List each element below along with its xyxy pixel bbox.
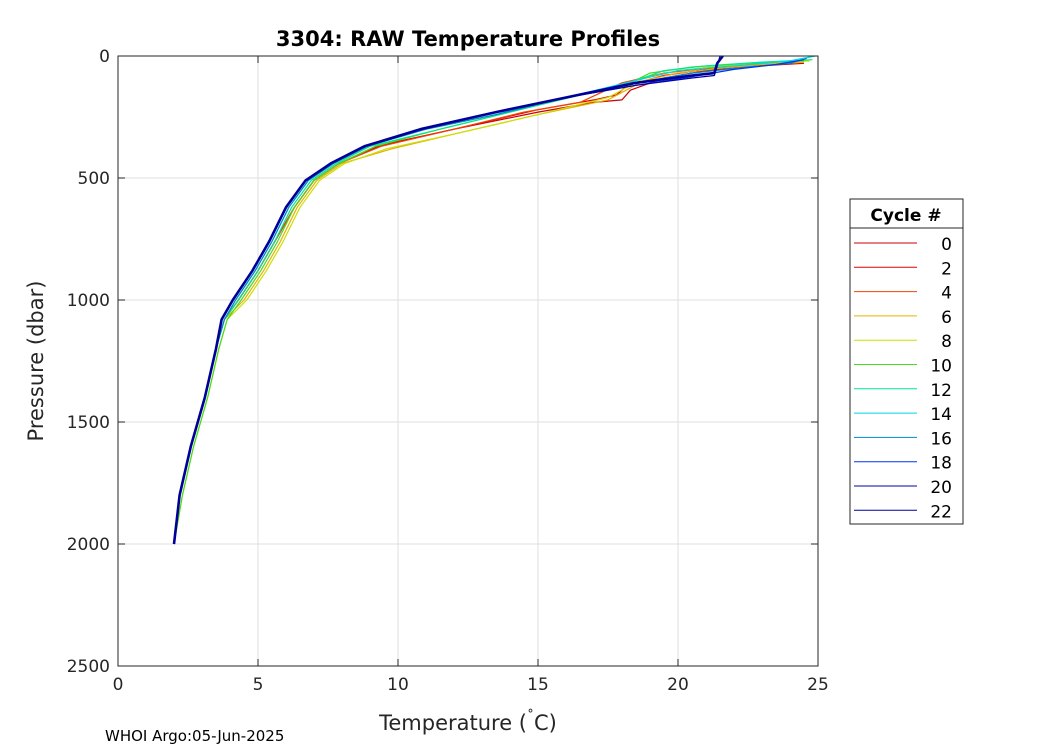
- series-line-cycle-6: [173, 61, 805, 545]
- y-tick-label: 500: [78, 169, 110, 189]
- series-line-cycle-16: [173, 57, 807, 545]
- legend-label: 14: [930, 405, 952, 425]
- legend-title: Cycle #: [870, 206, 941, 226]
- legend-label: 16: [930, 429, 952, 449]
- legend-label: 18: [930, 454, 952, 474]
- legend-label: 2: [941, 259, 952, 279]
- x-tick-label: 10: [387, 675, 409, 695]
- grid: [117, 55, 819, 667]
- x-tick-label: 15: [527, 675, 549, 695]
- legend-label: 8: [941, 332, 952, 352]
- x-tick-label: 25: [807, 675, 829, 695]
- x-tick-label: 5: [253, 675, 264, 695]
- y-axis-label: Pressure (dbar): [24, 281, 48, 442]
- legend: Cycle # 0 2 4 6 8 10 12 14 16 18 20 22: [849, 198, 964, 525]
- y-tick-label: 1500: [67, 413, 110, 433]
- legend-label: 10: [930, 357, 952, 377]
- y-tick-label: 0: [99, 47, 110, 67]
- legend-label: 22: [930, 502, 952, 522]
- series-line-cycle-22: [172, 55, 724, 545]
- y-tick-label: 2000: [67, 535, 110, 555]
- legend-label: 4: [941, 284, 952, 304]
- plot-area: [117, 55, 819, 667]
- series-line-cycle-18: [173, 59, 805, 545]
- series-line-cycle-8: [173, 60, 810, 545]
- legend-label: 6: [941, 308, 952, 328]
- legend-label: 12: [930, 381, 952, 401]
- y-tick-label: 1000: [67, 291, 110, 311]
- series-line-cycle-10: [173, 60, 805, 545]
- x-axis-label: Temperature (˚C): [378, 708, 557, 735]
- chart-title: 3304: RAW Temperature Profiles: [276, 27, 660, 51]
- legend-label: 0: [941, 235, 952, 255]
- series-line-cycle-4: [173, 61, 791, 545]
- x-tick-label: 20: [667, 675, 689, 695]
- series-line-cycle-0: [173, 62, 805, 545]
- profile-lines: [172, 55, 816, 545]
- series-line-cycle-2: [173, 62, 791, 545]
- legend-items: 0 2 4 6 8 10 12 14 16 18 20 22: [854, 235, 952, 522]
- legend-label: 20: [930, 478, 952, 498]
- x-tick-label: 0: [113, 675, 124, 695]
- series-line-cycle-12: [173, 59, 813, 545]
- footer-credit: WHOI Argo:05-Jun-2025: [105, 727, 284, 745]
- y-tick-label: 2500: [67, 657, 110, 677]
- legend-box: [849, 198, 964, 525]
- axis-ticks: 0 5 10 15 20 25 0 500 1000 1500 2000 2500: [67, 47, 829, 695]
